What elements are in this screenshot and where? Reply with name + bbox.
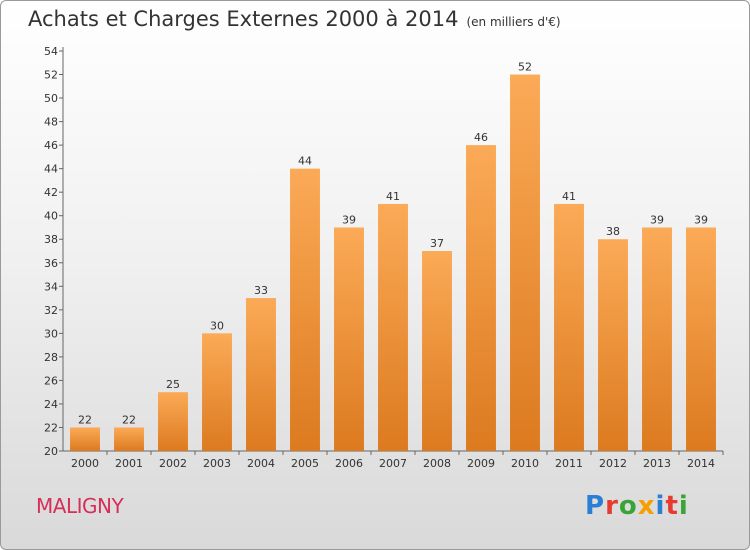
chart-title: Achats et Charges Externes 2000 à 2014 xyxy=(28,7,459,31)
chart-unit-label: (en milliers d'€) xyxy=(466,15,561,29)
x-tick-label: 2003 xyxy=(203,457,231,470)
y-tick-label: 32 xyxy=(44,304,58,317)
x-tick-label: 2007 xyxy=(379,457,407,470)
bar xyxy=(334,227,364,451)
data-label: 30 xyxy=(210,319,224,332)
y-tick-label: 28 xyxy=(44,351,58,364)
y-tick-label: 26 xyxy=(44,374,58,387)
bar xyxy=(598,239,628,451)
data-label: 39 xyxy=(650,213,664,226)
data-label: 22 xyxy=(78,413,92,426)
bar xyxy=(202,333,232,451)
bar xyxy=(70,427,100,451)
bar xyxy=(554,203,584,451)
bar xyxy=(158,392,188,451)
data-label: 39 xyxy=(694,213,708,226)
data-label: 33 xyxy=(254,284,268,297)
data-label: 37 xyxy=(430,237,444,250)
x-tick-label: 2002 xyxy=(159,457,187,470)
bar xyxy=(378,203,408,451)
data-label: 38 xyxy=(606,225,620,238)
x-tick-label: 2005 xyxy=(291,457,319,470)
y-tick-label: 34 xyxy=(44,280,58,293)
y-tick-label: 50 xyxy=(44,92,58,105)
data-label: 39 xyxy=(342,213,356,226)
y-tick-label: 40 xyxy=(44,210,58,223)
data-label: 41 xyxy=(386,190,400,203)
bar xyxy=(466,145,496,451)
y-tick-label: 20 xyxy=(44,445,58,458)
bar xyxy=(642,227,672,451)
y-tick-label: 54 xyxy=(44,45,58,58)
x-tick-label: 2012 xyxy=(599,457,627,470)
x-tick-label: 2000 xyxy=(71,457,99,470)
bar xyxy=(686,227,716,451)
bar xyxy=(422,251,452,451)
y-tick-label: 46 xyxy=(44,139,58,152)
x-tick-label: 2009 xyxy=(467,457,495,470)
x-tick-label: 2004 xyxy=(247,457,275,470)
x-tick-label: 2001 xyxy=(115,457,143,470)
x-tick-label: 2010 xyxy=(511,457,539,470)
data-label: 22 xyxy=(122,413,136,426)
chart-title-block: Achats et Charges Externes 2000 à 2014 (e… xyxy=(28,7,561,31)
logo-letter: x xyxy=(637,491,656,521)
y-tick-label: 38 xyxy=(44,233,58,246)
x-tick-label: 2011 xyxy=(555,457,583,470)
y-tick-label: 22 xyxy=(44,421,58,434)
logo-letter: o xyxy=(618,491,638,521)
data-label: 44 xyxy=(298,155,312,168)
y-tick-label: 30 xyxy=(44,327,58,340)
y-tick-label: 44 xyxy=(44,163,58,176)
bar xyxy=(114,427,144,451)
logo-letter: i xyxy=(655,491,666,521)
x-tick-label: 2008 xyxy=(423,457,451,470)
logo-letter: r xyxy=(605,491,619,521)
x-tick-label: 2013 xyxy=(643,457,671,470)
y-tick-label: 48 xyxy=(44,116,58,129)
bar xyxy=(290,168,320,451)
logo-letter: t xyxy=(665,491,679,521)
data-label: 52 xyxy=(518,61,532,74)
data-label: 25 xyxy=(166,378,180,391)
data-label: 41 xyxy=(562,190,576,203)
logo-letter: i xyxy=(678,491,689,521)
data-label: 46 xyxy=(474,131,488,144)
bar xyxy=(246,298,276,451)
bar xyxy=(510,74,540,451)
x-tick-label: 2014 xyxy=(687,457,715,470)
y-tick-label: 24 xyxy=(44,398,58,411)
proxiti-logo: Proxiti xyxy=(585,491,689,521)
commune-name: MALIGNY xyxy=(36,494,124,518)
y-tick-label: 36 xyxy=(44,257,58,270)
x-tick-label: 2006 xyxy=(335,457,363,470)
y-tick-label: 52 xyxy=(44,69,58,82)
logo-letter: P xyxy=(585,491,606,521)
y-tick-label: 42 xyxy=(44,186,58,199)
